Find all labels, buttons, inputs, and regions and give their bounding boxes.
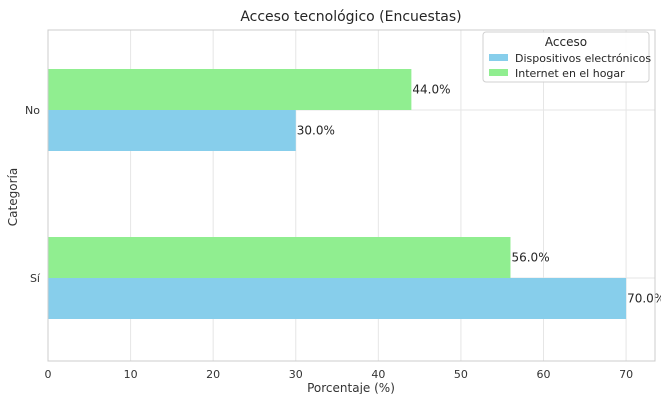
data-label: 70.0%	[627, 292, 661, 306]
x-tick-label: 10	[124, 368, 138, 381]
bar-internet-1	[48, 237, 511, 278]
x-axis-title: Porcentaje (%)	[307, 381, 395, 394]
data-label: 44.0%	[412, 83, 450, 97]
bar-internet-0	[48, 69, 412, 110]
bar-dispositivos-0	[48, 110, 296, 151]
legend-entry: Internet en el hogar	[515, 67, 625, 80]
x-tick-label: 20	[206, 368, 220, 381]
y-axis-ticks: No Sí	[25, 104, 41, 285]
x-tick-label: 60	[537, 368, 551, 381]
plot-frame	[47, 29, 656, 362]
y-tick-label: No	[25, 104, 40, 117]
legend-swatch	[489, 54, 508, 61]
x-tick-label: 30	[289, 368, 303, 381]
legend-title: Acceso	[545, 35, 587, 49]
x-tick-label: 40	[371, 368, 385, 381]
x-axis-ticks: 0 10 20 30 40 50 60 70	[45, 368, 634, 381]
data-label: 56.0%	[511, 251, 549, 265]
y-tick-label: Sí	[30, 272, 41, 285]
legend-entry: Dispositivos electrónicos	[515, 52, 651, 65]
y-axis-title: Categoría	[6, 168, 20, 226]
legend-swatch	[489, 69, 508, 76]
bars	[48, 69, 627, 319]
x-tick-label: 50	[454, 368, 468, 381]
x-tick-label: 0	[45, 368, 52, 381]
bar-dispositivos-1	[48, 278, 627, 319]
data-label: 30.0%	[297, 124, 335, 138]
bar-labels: 44.0% 30.0% 56.0% 70.0%	[297, 83, 661, 306]
legend-box	[482, 31, 650, 83]
legend: Acceso Dispositivos electrónicos Internet…	[482, 31, 651, 83]
chart-title: Acceso tecnológico (Encuestas)	[240, 9, 461, 25]
x-tick-label: 70	[619, 368, 633, 381]
